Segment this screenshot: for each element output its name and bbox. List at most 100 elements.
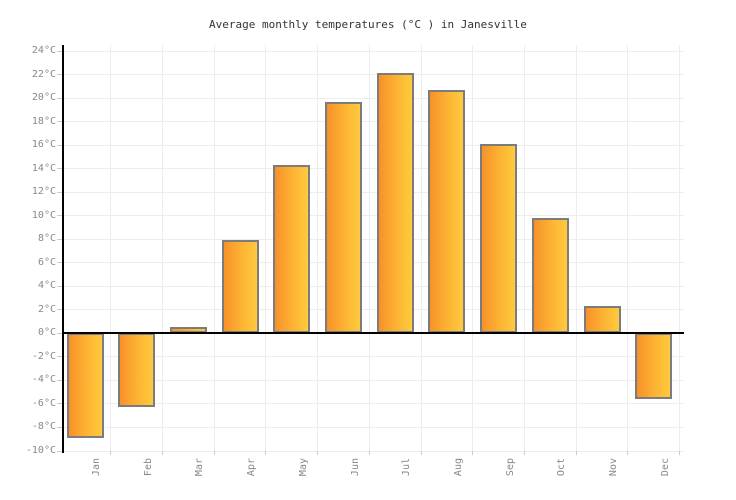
gridline-horizontal [63, 356, 684, 358]
gridline-vertical [627, 45, 629, 451]
chart-title: Average monthly temperatures (°C ) in Ja… [209, 18, 527, 31]
bar-dec[interactable] [635, 333, 673, 400]
y-axis-tick [57, 97, 63, 99]
gridline-horizontal [63, 309, 684, 311]
gridline-vertical [420, 45, 422, 451]
y-axis-label: -8°C [31, 421, 56, 433]
bar-apr[interactable] [221, 240, 259, 334]
x-axis-tick [265, 451, 267, 455]
x-axis-tick [110, 451, 112, 455]
gridline-horizontal [63, 262, 684, 264]
x-axis-tick [213, 451, 215, 455]
y-axis-tick [57, 74, 63, 76]
y-axis-tick [57, 450, 63, 452]
y-axis-label: 2°C [37, 303, 56, 315]
y-axis-tick [57, 262, 63, 264]
y-axis-tick [57, 121, 63, 123]
gridline-horizontal [63, 168, 684, 170]
bar-may[interactable] [273, 165, 311, 334]
gridline-horizontal [63, 144, 684, 146]
gridline-horizontal [63, 285, 684, 287]
y-axis-line [62, 45, 64, 453]
y-axis-label: 14°C [31, 162, 56, 174]
x-axis-label-aug: Aug [452, 458, 464, 477]
gridline-horizontal [63, 426, 684, 428]
x-axis-label-nov: Nov [608, 458, 619, 477]
bar-feb[interactable] [118, 333, 156, 408]
gridline-vertical [368, 45, 370, 451]
gridline-vertical [110, 45, 112, 451]
x-axis-label-dec: Dec [659, 458, 671, 477]
y-axis-tick [57, 191, 63, 193]
bar-sep[interactable] [480, 143, 518, 334]
gridline-vertical [265, 45, 267, 451]
y-axis-label: 0°C [37, 327, 56, 339]
gridline-horizontal [63, 74, 684, 76]
y-axis-label: 8°C [37, 233, 56, 245]
y-axis-label: 18°C [31, 115, 56, 127]
y-axis-label: 10°C [31, 209, 56, 221]
bar-oct[interactable] [531, 218, 569, 334]
y-axis-tick [57, 50, 63, 52]
y-axis-label: 16°C [31, 139, 56, 151]
x-axis-tick [472, 451, 474, 455]
gridline-vertical [317, 45, 319, 451]
y-axis-tick [57, 285, 63, 287]
gridline-horizontal [63, 215, 684, 217]
gridline-vertical [162, 45, 164, 451]
x-axis-tick [679, 451, 681, 455]
gridline-horizontal [63, 403, 684, 405]
x-axis-tick [420, 451, 422, 455]
bar-aug[interactable] [428, 89, 466, 334]
x-axis-label-apr: Apr [246, 458, 258, 477]
x-axis-tick [523, 451, 525, 455]
y-axis-label: 6°C [37, 256, 56, 268]
y-axis-tick [57, 403, 63, 405]
x-axis-label-feb: Feb [142, 458, 154, 477]
gridline-vertical [575, 45, 577, 451]
gridline-vertical [679, 45, 681, 451]
y-axis-tick [57, 144, 63, 146]
x-axis-tick [162, 451, 164, 455]
gridline-horizontal [63, 121, 684, 123]
x-axis-tick [368, 451, 370, 455]
zero-axis-line [63, 332, 684, 335]
y-axis-tick [57, 332, 63, 334]
y-axis-tick [57, 238, 63, 240]
gridline-horizontal [63, 238, 684, 240]
x-axis-tick [627, 451, 629, 455]
y-axis-label: 24°C [31, 45, 56, 56]
gridline-vertical [213, 45, 215, 451]
y-axis-tick [57, 379, 63, 381]
y-axis-tick [57, 356, 63, 358]
bar-nov[interactable] [583, 306, 621, 334]
y-axis-label: -10°C [25, 445, 56, 456]
y-axis-label: 4°C [37, 280, 56, 292]
bar-jan[interactable] [66, 333, 104, 439]
gridline-horizontal [63, 97, 684, 99]
x-axis-label-jul: Jul [401, 458, 413, 477]
y-axis-label: -6°C [31, 397, 56, 409]
bar-jun[interactable] [325, 101, 362, 334]
y-axis-label: 20°C [31, 92, 56, 104]
y-axis-label: 12°C [31, 186, 56, 198]
bar-jul[interactable] [376, 73, 414, 334]
y-axis-label: 22°C [31, 68, 56, 80]
y-axis-tick [57, 309, 63, 311]
x-axis-label-jun: Jun [349, 458, 361, 477]
y-axis-tick [57, 426, 63, 428]
y-axis-label: -2°C [31, 350, 56, 362]
gridline-vertical [472, 45, 474, 451]
x-axis-label-may: May [297, 458, 309, 477]
gridline-horizontal [63, 379, 684, 381]
x-axis-label-jan: Jan [91, 458, 102, 477]
gridline-vertical [523, 45, 525, 451]
gridline-horizontal [63, 50, 684, 52]
x-axis-label-oct: Oct [556, 458, 568, 477]
gridline-horizontal [63, 191, 684, 193]
y-axis-tick [57, 215, 63, 217]
x-axis-tick [575, 451, 577, 455]
gridline-horizontal [63, 450, 684, 452]
y-axis-tick [57, 168, 63, 170]
